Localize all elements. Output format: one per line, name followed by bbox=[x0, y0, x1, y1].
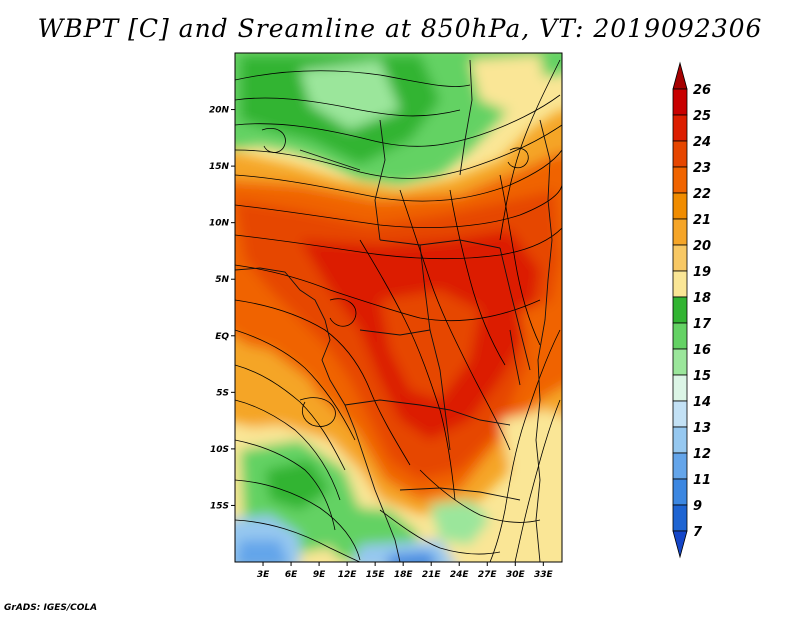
colorbar-label: 7 bbox=[693, 525, 703, 540]
colorbar-label: 21 bbox=[693, 213, 711, 228]
colorbar-label: 14 bbox=[693, 395, 711, 410]
colorbar-swatch bbox=[672, 114, 688, 142]
colorbar-swatch bbox=[672, 348, 688, 376]
colorbar-label: 26 bbox=[693, 83, 711, 98]
lon-tick-label: 18E bbox=[394, 570, 414, 580]
colorbar-top-arrow bbox=[672, 61, 688, 90]
lat-tick-label: 15S bbox=[210, 501, 229, 511]
lon-tick-label: 24E bbox=[450, 570, 470, 580]
lon-tick-label: 33E bbox=[534, 570, 554, 580]
colorbar-label: 24 bbox=[693, 135, 711, 150]
colorbar-swatch bbox=[672, 166, 688, 194]
lat-tick-label: 10S bbox=[210, 445, 229, 455]
colorbar-label: 18 bbox=[693, 291, 711, 306]
colorbar-swatch bbox=[672, 218, 688, 246]
colorbar-label: 12 bbox=[693, 447, 711, 462]
lat-tick-label: 20N bbox=[209, 106, 230, 116]
colorbar-swatch bbox=[672, 140, 688, 168]
colorbar-label: 25 bbox=[693, 109, 711, 124]
lat-tick-label: 5S bbox=[216, 388, 229, 398]
colorbar-label: 17 bbox=[693, 317, 712, 332]
lon-tick-label: 9E bbox=[313, 570, 326, 580]
colorbar-swatch bbox=[672, 296, 688, 324]
colorbar-label: 23 bbox=[693, 161, 711, 176]
colorbar-label: 15 bbox=[693, 369, 711, 384]
colorbar-swatch bbox=[672, 374, 688, 402]
lat-tick-label: 10N bbox=[209, 219, 230, 229]
map-frame bbox=[234, 52, 563, 563]
colorbar-swatch bbox=[672, 478, 688, 506]
colorbar-swatch bbox=[672, 244, 688, 272]
lon-tick-label: 27E bbox=[478, 570, 498, 580]
colorbar-label: 9 bbox=[693, 499, 702, 514]
lat-tick-label: EQ bbox=[215, 332, 229, 342]
lon-tick-label: 21E bbox=[422, 570, 442, 580]
colorbar-label: 16 bbox=[693, 343, 711, 358]
colorbar-swatch bbox=[672, 322, 688, 350]
colorbar-swatch bbox=[672, 270, 688, 298]
colorbar-swatch bbox=[672, 88, 688, 116]
colorbar: 26 25 24 23 22 21 20 19 18 17 16 15 14 13 12 11 9 7 bbox=[672, 61, 712, 559]
colorbar-label: 11 bbox=[693, 473, 711, 488]
colorbar-label: 20 bbox=[693, 239, 711, 254]
chart-title: WBPT [C] and Sreamline at 850hPa, VT: 20… bbox=[37, 14, 763, 43]
lon-tick-label: 12E bbox=[338, 570, 358, 580]
lon-tick-label: 30E bbox=[506, 570, 526, 580]
colorbar-swatch bbox=[672, 192, 688, 220]
streamlines bbox=[235, 59, 562, 562]
lon-tick-label: 3E bbox=[257, 570, 270, 580]
colorbar-label: 13 bbox=[693, 421, 711, 436]
colorbar-bottom-arrow bbox=[672, 530, 688, 559]
lon-tick-label: 15E bbox=[366, 570, 386, 580]
lon-axis: 3E 6E 9E 12E 15E 18E 21E 24E 27E 30E 33E bbox=[257, 562, 554, 580]
lon-tick-label: 6E bbox=[285, 570, 298, 580]
colorbar-swatch bbox=[672, 400, 688, 428]
colorbar-swatch bbox=[672, 504, 688, 532]
grads-credit: GrADS: IGES/COLA bbox=[4, 603, 98, 613]
colorbar-label: 19 bbox=[693, 265, 711, 280]
colorbar-swatch bbox=[672, 426, 688, 454]
country-borders bbox=[235, 59, 553, 562]
lat-axis: 20N 15N 10N 5N EQ 5S 10S 15S bbox=[209, 106, 235, 511]
lat-tick-label: 5N bbox=[215, 275, 229, 285]
colorbar-label: 22 bbox=[693, 187, 711, 202]
lat-tick-label: 15N bbox=[209, 162, 230, 172]
colorbar-swatch bbox=[672, 452, 688, 480]
